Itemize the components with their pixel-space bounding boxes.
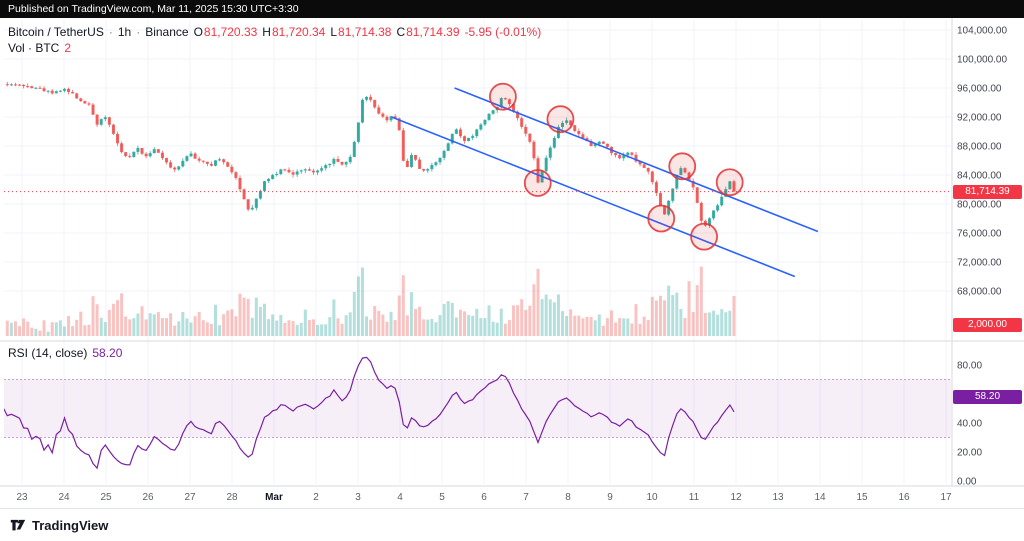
publish-bar: Published on TradingView.com, Mar 11, 20…: [0, 0, 1024, 18]
rsi-label: RSI (14, close): [8, 346, 88, 360]
rsi-band: [4, 379, 951, 438]
svg-text:92,000.00: 92,000.00: [957, 113, 1002, 124]
svg-text:3: 3: [355, 492, 361, 503]
volume-value: 2: [64, 41, 72, 55]
rsi-axis[interactable]: 80.00 40.00 20.00 0.00: [957, 361, 982, 488]
rsi-value-badge: 58.20: [953, 390, 1022, 404]
high-value: 81,720.34: [271, 25, 326, 39]
svg-text:80,000.00: 80,000.00: [957, 200, 1002, 211]
svg-text:12: 12: [730, 492, 742, 503]
svg-text:0.00: 0.00: [957, 477, 977, 488]
symbol-name[interactable]: Bitcoin / TetherUS: [8, 25, 104, 39]
svg-text:96,000.00: 96,000.00: [957, 84, 1002, 95]
time-axis[interactable]: 23 24 25 26 27 28 Mar 2 3 4 5 6 7 8 9 10 11 12 13 14 15 16 17: [16, 492, 952, 503]
last-price-badge: 81,714.39: [953, 185, 1022, 199]
svg-text:23: 23: [16, 492, 28, 503]
volume-bars: [5, 266, 736, 336]
svg-text:9: 9: [607, 492, 613, 503]
svg-text:6: 6: [481, 492, 487, 503]
svg-text:4: 4: [397, 492, 403, 503]
svg-text:16: 16: [898, 492, 910, 503]
footer-bar: TradingView: [0, 508, 1024, 541]
svg-text:10: 10: [646, 492, 658, 503]
ohlc-close: C81,714.39: [396, 25, 459, 39]
svg-text:100,000.00: 100,000.00: [957, 55, 1007, 66]
rsi-line: [4, 356, 735, 470]
svg-text:5: 5: [439, 492, 445, 503]
high-label: H: [262, 25, 271, 39]
svg-text:84,000.00: 84,000.00: [957, 171, 1002, 182]
volume-label: Vol · BTC: [8, 41, 60, 55]
brand-name[interactable]: TradingView: [32, 517, 109, 533]
svg-text:11: 11: [689, 492, 700, 503]
ohlc-high: H81,720.34: [262, 25, 325, 39]
svg-text:24: 24: [58, 492, 70, 503]
open-label: O: [193, 25, 203, 39]
low-label: L: [330, 25, 338, 39]
rsi-legend[interactable]: RSI (14, close) 58.20: [8, 346, 122, 360]
svg-text:14: 14: [814, 492, 826, 503]
close-label: C: [396, 25, 406, 39]
separator-dot: ·: [108, 25, 113, 39]
interval-label[interactable]: 1h: [117, 25, 132, 39]
svg-text:13: 13: [772, 492, 784, 503]
separator-dot: ·: [136, 25, 141, 39]
candles: [5, 81, 736, 228]
svg-text:15: 15: [856, 492, 868, 503]
gridlines: [4, 20, 951, 484]
svg-text:88,000.00: 88,000.00: [957, 142, 1002, 153]
svg-text:8: 8: [565, 492, 571, 503]
price-axis[interactable]: 104,000.00 100,000.00 96,000.00 92,000.00 88…: [957, 26, 1007, 298]
rsi-value: 58.20: [92, 346, 123, 360]
svg-text:7: 7: [523, 492, 529, 503]
svg-text:68,000.00: 68,000.00: [957, 287, 1002, 298]
svg-text:76,000.00: 76,000.00: [957, 229, 1002, 240]
svg-text:26: 26: [142, 492, 154, 503]
svg-text:17: 17: [940, 492, 952, 503]
svg-text:27: 27: [184, 492, 196, 503]
svg-text:72,000.00: 72,000.00: [957, 258, 1002, 269]
open-value: 81,720.33: [203, 25, 258, 39]
svg-text:40.00: 40.00: [957, 419, 982, 430]
ohlc-open: O81,720.33: [194, 25, 258, 39]
low-value: 81,714.38: [338, 25, 392, 39]
svg-text:80.00: 80.00: [957, 361, 982, 372]
trend-channel[interactable]: [391, 87, 819, 278]
svg-text:20.00: 20.00: [957, 448, 982, 459]
svg-text:104,000.00: 104,000.00: [957, 26, 1007, 37]
ohlc-low: L81,714.38: [330, 25, 391, 39]
svg-text:28: 28: [226, 492, 238, 503]
svg-text:2: 2: [313, 492, 319, 503]
volume-legend[interactable]: Vol · BTC 2: [8, 41, 71, 55]
symbol-legend[interactable]: Bitcoin / TetherUS · 1h · Binance O81,72…: [8, 25, 541, 39]
circle-annotations[interactable]: [488, 82, 744, 251]
exchange-label: Binance: [145, 25, 189, 39]
publish-text: Published on TradingView.com, Mar 11, 20…: [8, 3, 299, 15]
svg-text:25: 25: [100, 492, 112, 503]
change-value: -5.95 (-0.01%): [464, 25, 542, 39]
svg-text:Mar: Mar: [265, 492, 283, 503]
tradingview-logo-icon[interactable]: [10, 518, 26, 532]
close-value: 81,714.39: [406, 25, 460, 39]
volume-axis-badge: 2,000.00: [953, 318, 1022, 332]
